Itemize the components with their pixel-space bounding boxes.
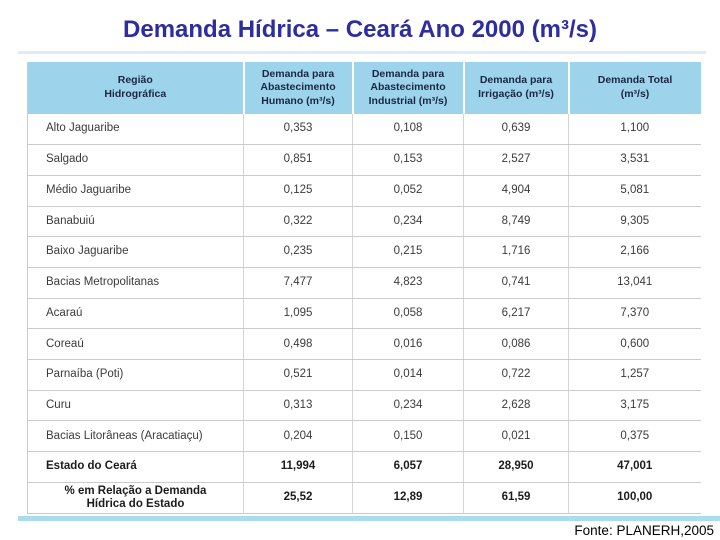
value-cell: 0,375	[568, 420, 701, 453]
top-divider-line	[18, 51, 706, 54]
bottom-accent-bar	[18, 516, 720, 521]
region-cell: Curu	[27, 390, 244, 422]
table-row: Estado do Ceará 11,994 6,057 28,950 47,001	[27, 451, 701, 483]
value-cell: 100,00	[568, 482, 701, 515]
value-cell: 3,531	[568, 144, 701, 176]
value-cell: 28,950	[463, 451, 569, 483]
table-row: Salgado 0,851 0,153 2,527 3,531	[27, 144, 701, 176]
value-cell: 0,108	[352, 114, 464, 146]
header-cell-industrial-demand: Demanda para Abastecimento Industrial (m…	[351, 62, 464, 114]
value-cell: 0,722	[463, 359, 569, 391]
value-cell: 5,081	[568, 175, 701, 207]
value-cell: 12,89	[352, 482, 464, 515]
value-cell: 4,904	[463, 175, 569, 207]
value-cell: 0,215	[352, 236, 464, 268]
region-cell: Médio Jaguaribe	[27, 175, 244, 207]
value-cell: 0,058	[352, 298, 464, 330]
value-cell: 0,313	[243, 390, 353, 422]
table-row: Bacias Litorâneas (Aracatiaçu) 0,204 0,150…	[27, 420, 701, 453]
table-row: % em Relação a Demanda Hídrica do Estado…	[27, 482, 701, 515]
region-cell: % em Relação a Demanda Hídrica do Estado	[27, 482, 244, 515]
value-cell: 0,600	[568, 328, 701, 360]
value-cell: 0,235	[243, 236, 353, 268]
value-cell: 0,322	[243, 206, 353, 238]
value-cell: 0,125	[243, 175, 353, 207]
region-cell: Salgado	[27, 144, 244, 176]
header-cell-irrigation-demand: Demanda para Irrigação (m³/s)	[462, 62, 569, 114]
value-cell: 2,166	[568, 236, 701, 268]
region-cell: Bacias Metropolitanas	[27, 267, 244, 299]
value-cell: 0,016	[352, 328, 464, 360]
value-cell: 0,052	[352, 175, 464, 207]
value-cell: 3,175	[568, 390, 701, 422]
value-cell: 1,100	[568, 114, 701, 146]
region-cell: Alto Jaguaribe	[27, 114, 244, 146]
value-cell: 0,498	[243, 328, 353, 360]
value-cell: 6,217	[463, 298, 569, 330]
value-cell: 1,716	[463, 236, 569, 268]
value-cell: 0,153	[352, 144, 464, 176]
region-cell: Parnaíba (Poti)	[27, 359, 244, 391]
value-cell: 0,353	[243, 114, 353, 146]
value-cell: 9,305	[568, 206, 701, 238]
water-demand-table: Região Hidrográfica Demanda para Abastec…	[27, 62, 701, 515]
header-cell-region: Região Hidrográfica	[27, 62, 244, 114]
value-cell: 0,741	[463, 267, 569, 299]
value-cell: 0,521	[243, 359, 353, 391]
table-row: Alto Jaguaribe 0,353 0,108 0,639 1,100	[27, 114, 701, 146]
value-cell: 7,477	[243, 267, 353, 299]
table-row: Parnaíba (Poti) 0,521 0,014 0,722 1,257	[27, 359, 701, 391]
region-cell: Bacias Litorâneas (Aracatiaçu)	[27, 420, 244, 453]
table-header-row: Região Hidrográfica Demanda para Abastec…	[27, 62, 701, 114]
demand-table-container: Região Hidrográfica Demanda para Abastec…	[27, 62, 701, 515]
table-row: Coreaú 0,498 0,016 0,086 0,600	[27, 328, 701, 360]
value-cell: 13,041	[568, 267, 701, 299]
table-row: Médio Jaguaribe 0,125 0,052 4,904 5,081	[27, 175, 701, 207]
value-cell: 47,001	[568, 451, 701, 483]
table-row: Acaraú 1,095 0,058 6,217 7,370	[27, 298, 701, 330]
header-cell-total-demand: Demanda Total (m³/s)	[567, 62, 701, 114]
value-cell: 0,234	[352, 206, 464, 238]
value-cell: 0,014	[352, 359, 464, 391]
source-citation: Fonte: PLANERH,2005	[574, 523, 714, 538]
value-cell: 6,057	[352, 451, 464, 483]
value-cell: 4,823	[352, 267, 464, 299]
table-row: Baixo Jaguaribe 0,235 0,215 1,716 2,166	[27, 236, 701, 268]
value-cell: 0,086	[463, 328, 569, 360]
value-cell: 0,851	[243, 144, 353, 176]
table-row: Banabuiú 0,322 0,234 8,749 9,305	[27, 206, 701, 238]
table-body: Alto Jaguaribe 0,353 0,108 0,639 1,100 Salgad…	[27, 114, 701, 515]
region-cell: Coreaú	[27, 328, 244, 360]
region-cell: Estado do Ceará	[27, 451, 244, 483]
value-cell: 0,204	[243, 420, 353, 453]
value-cell: 0,021	[463, 420, 569, 453]
value-cell: 0,639	[463, 114, 569, 146]
value-cell: 1,095	[243, 298, 353, 330]
region-cell: Acaraú	[27, 298, 244, 330]
value-cell: 1,257	[568, 359, 701, 391]
value-cell: 2,628	[463, 390, 569, 422]
value-cell: 7,370	[568, 298, 701, 330]
page-title: Demanda Hídrica – Ceará Ano 2000 (m³/s)	[123, 16, 597, 43]
value-cell: 61,59	[463, 482, 569, 515]
region-cell: Banabuiú	[27, 206, 244, 238]
value-cell: 11,994	[243, 451, 353, 483]
value-cell: 25,52	[243, 482, 353, 515]
region-cell: Baixo Jaguaribe	[27, 236, 244, 268]
table-row: Curu 0,313 0,234 2,628 3,175	[27, 390, 701, 422]
value-cell: 2,527	[463, 144, 569, 176]
value-cell: 0,150	[352, 420, 464, 453]
header-cell-human-demand: Demanda para Abastecimento Humano (m³/s)	[242, 62, 353, 114]
table-row: Bacias Metropolitanas 7,477 4,823 0,741 13,0…	[27, 267, 701, 299]
value-cell: 8,749	[463, 206, 569, 238]
value-cell: 0,234	[352, 390, 464, 422]
